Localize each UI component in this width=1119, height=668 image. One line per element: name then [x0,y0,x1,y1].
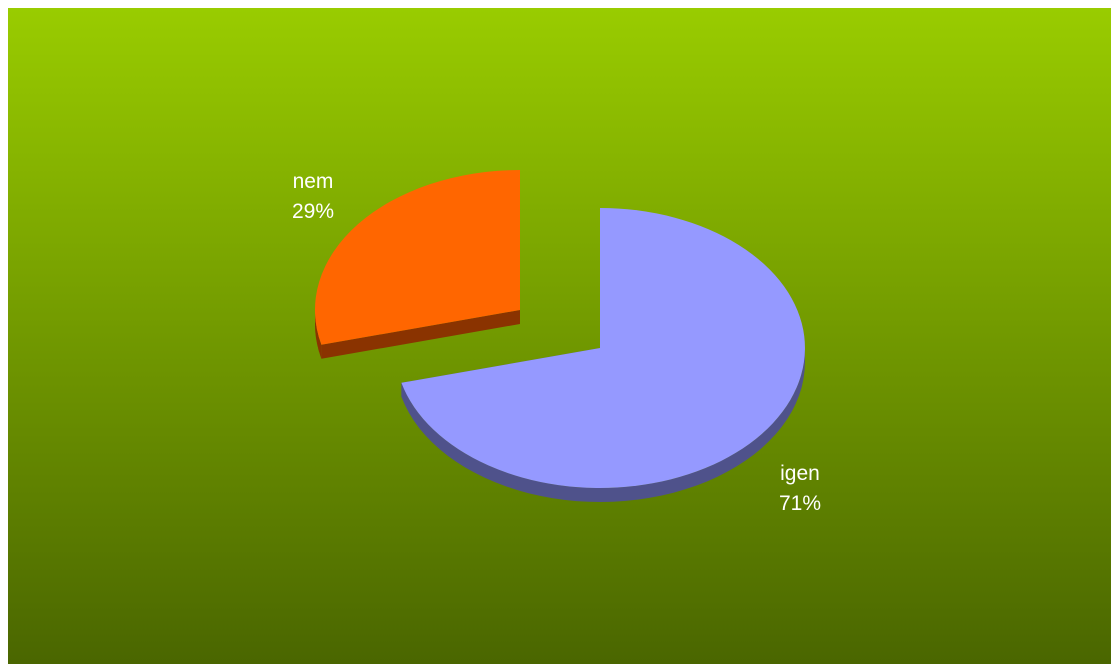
slice-label-igen: igen 71% [779,462,821,515]
pie-slice-igen [401,208,805,502]
slice-label-nem-name: nem [293,170,334,193]
labels-layer: igen 71% nem 29% [292,170,821,515]
pie-slice-nem-top [314,169,520,345]
pie-chart: igen 71% nem 29% [8,8,1111,664]
pie-slice-nem [314,169,520,359]
pie-slice-nem-edge-start [321,310,520,359]
slices-layer [314,169,805,502]
pie-slice-nem-side [315,310,322,359]
chart-background [8,8,1111,664]
chart-area: igen 71% nem 29% [8,8,1111,664]
pie-slice-igen-top [401,208,805,489]
slice-label-igen-name: igen [780,462,820,485]
slice-label-nem-pct: 29% [292,200,334,223]
slice-label-igen-pct: 71% [779,492,821,515]
slice-label-nem: nem 29% [292,170,334,223]
